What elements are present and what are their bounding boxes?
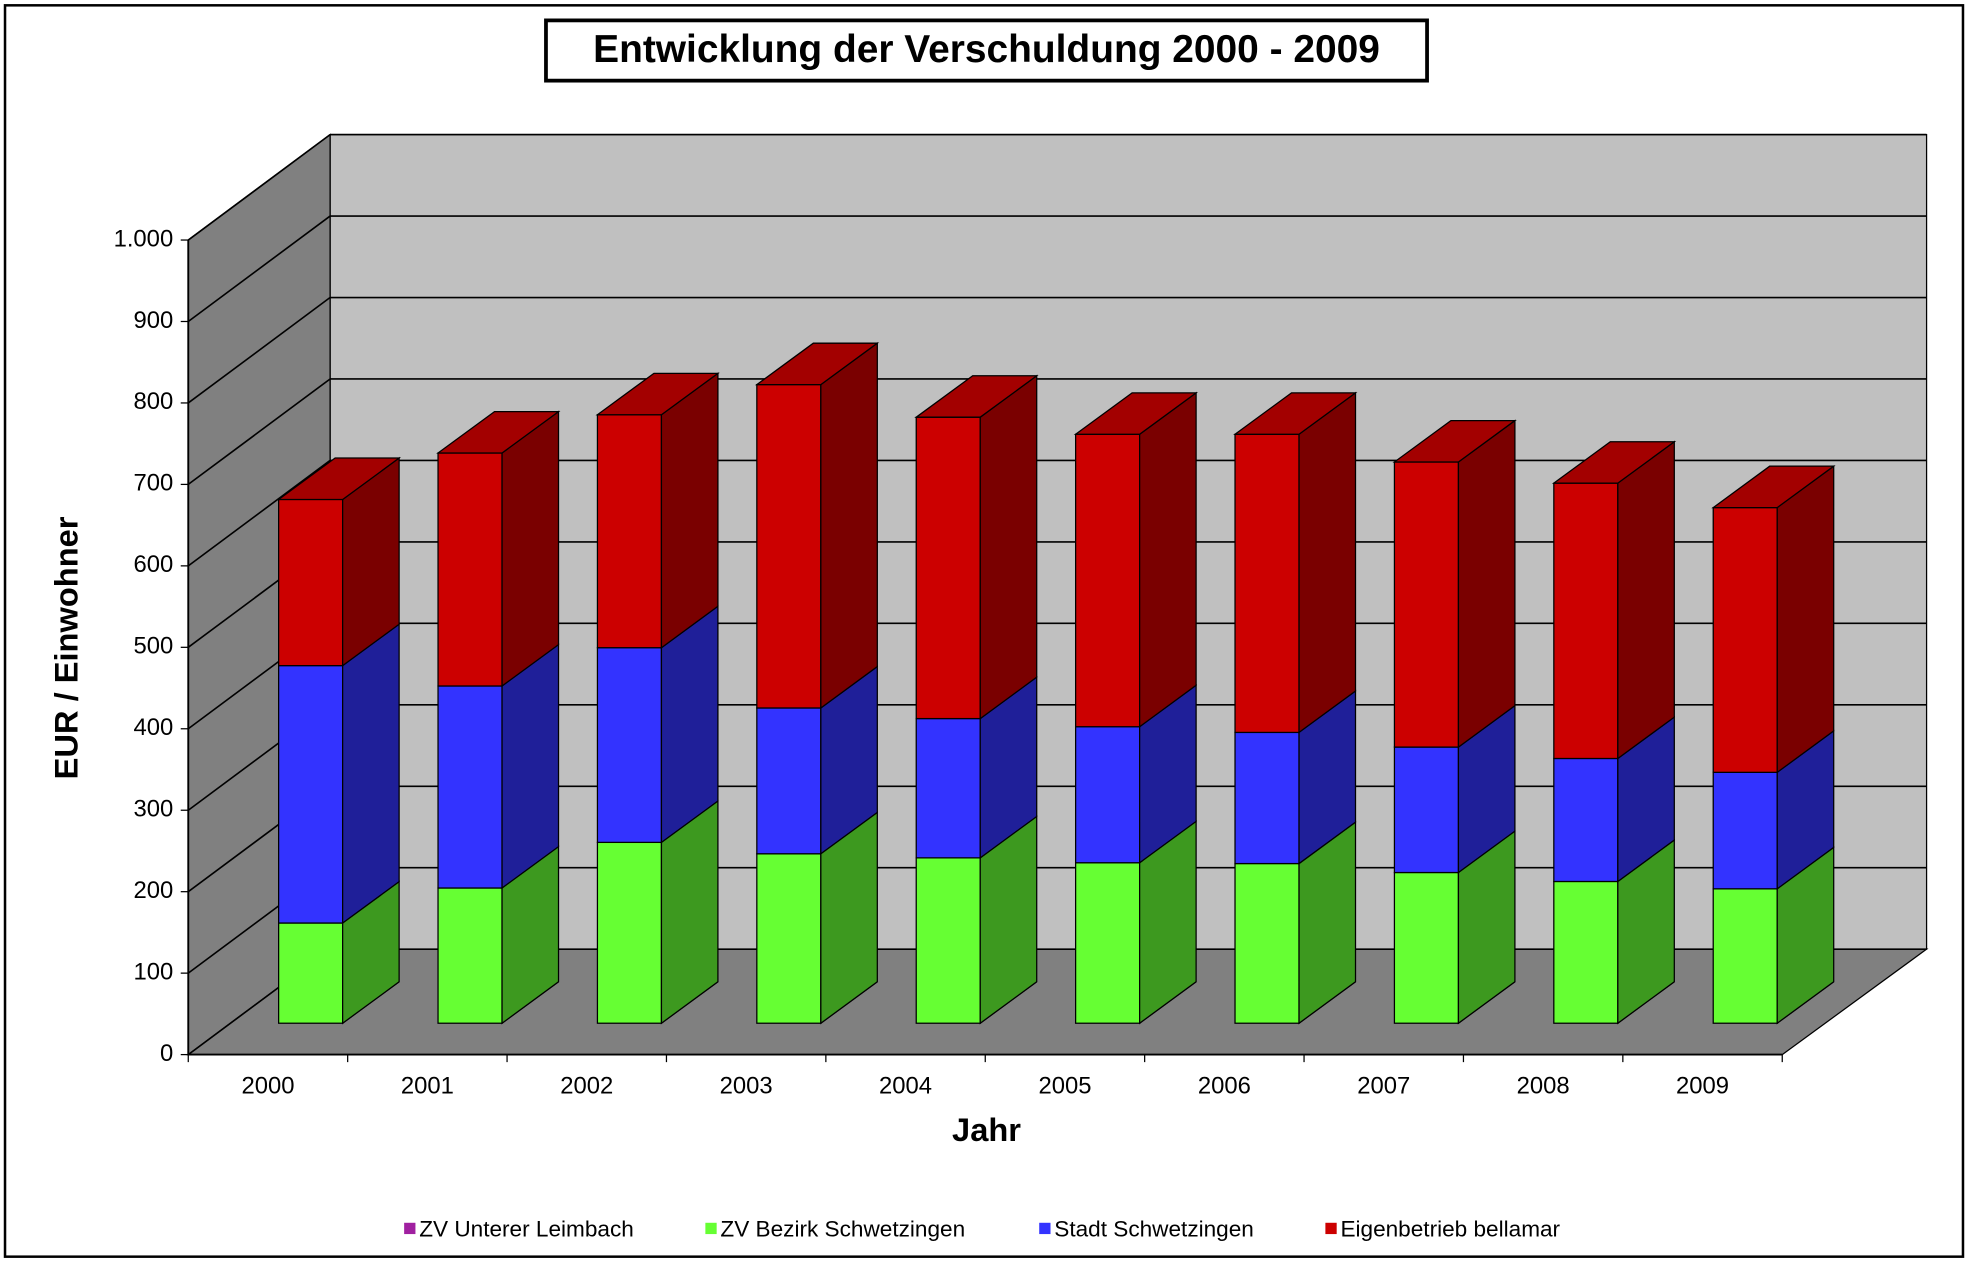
bar-segment	[278, 922, 344, 1024]
bar-top	[276, 457, 402, 501]
bar-segment	[1074, 862, 1141, 1024]
bar-segment	[1393, 746, 1460, 874]
y-tick-label: 500	[133, 633, 173, 660]
bar-segment	[915, 416, 981, 720]
grid-line	[187, 133, 331, 241]
y-tick-label: 300	[133, 796, 173, 823]
y-tick-label: 600	[133, 551, 173, 578]
bar-side	[342, 622, 400, 925]
title-box	[544, 18, 1429, 83]
bar-top	[754, 342, 880, 386]
bar-segment	[756, 383, 822, 709]
bar-segment	[1553, 482, 1619, 760]
bar-top	[436, 410, 561, 454]
bar-side	[979, 374, 1038, 720]
x-tick-label: 2006	[1198, 1073, 1251, 1100]
bar-segment	[596, 647, 663, 844]
bar-segment	[1234, 731, 1300, 865]
y-tick-label: 200	[133, 877, 173, 904]
x-axis-label: Jahr	[952, 1111, 1021, 1148]
bar-segment	[1712, 506, 1778, 773]
legend-swatch	[1325, 1222, 1337, 1235]
x-tick-label: 2001	[401, 1073, 454, 1100]
legend-swatch	[404, 1222, 416, 1235]
bar-segment	[915, 717, 981, 859]
x-tick-label: 2003	[720, 1073, 773, 1100]
grid-line	[187, 215, 331, 323]
bar-top	[595, 372, 720, 416]
x-tick-label: 2008	[1517, 1073, 1570, 1100]
y-tick-label: 400	[133, 714, 173, 741]
bar-top	[914, 375, 1039, 418]
legend-swatch	[1039, 1222, 1051, 1235]
bar-segment	[915, 857, 981, 1024]
bar-side	[1139, 391, 1197, 728]
legend-label: ZV Unterer Leimbach	[419, 1216, 634, 1241]
y-tick-label: 100	[133, 958, 173, 985]
bar-side	[501, 410, 560, 688]
bar-segment	[278, 498, 344, 667]
x-tick-label: 2002	[560, 1073, 613, 1100]
bar-side	[1298, 391, 1357, 734]
plot-area: 0 100 200 300 400 500 600 700 800 900 1.000 2000 200…	[114, 133, 1929, 1100]
bar-side	[1617, 440, 1675, 760]
y-tick-label: 700	[133, 470, 173, 497]
bar-segment	[1234, 433, 1300, 734]
bar-top	[1073, 392, 1199, 435]
bar-segment	[1553, 880, 1619, 1024]
x-tick-label: 2000	[241, 1073, 294, 1100]
bar-segment	[1553, 757, 1619, 883]
bar-segment	[278, 664, 344, 924]
bar-segment	[756, 853, 822, 1024]
bar-segment	[437, 452, 503, 687]
x-tick-label: 2005	[1038, 1073, 1091, 1100]
y-tick-label: 900	[133, 307, 173, 334]
y-axis-label: EUR / Einwohner	[48, 516, 85, 779]
bar-segment	[596, 414, 663, 649]
bar-side	[1776, 464, 1835, 774]
bar-segment	[756, 707, 822, 855]
x-tick-label: 2004	[879, 1073, 932, 1100]
chart-title: Entwicklung der Verschuldung 2000 - 2009	[593, 28, 1380, 71]
bar-segment	[596, 841, 663, 1024]
grid-line	[187, 296, 331, 404]
legend-label: Eigenbetrieb bellamar	[1340, 1216, 1560, 1241]
legend-swatch	[705, 1222, 717, 1235]
bar-top	[1551, 441, 1677, 484]
grid-line	[187, 459, 331, 567]
bar-segment	[1712, 771, 1778, 890]
bar-side	[820, 341, 878, 710]
bar-segment	[1393, 871, 1460, 1024]
y-tick-label: 800	[133, 388, 173, 415]
bar-side	[660, 372, 719, 649]
bar-segment	[1074, 433, 1141, 728]
legend-label: ZV Bezirk Schwetzingen	[720, 1216, 965, 1241]
bar-top	[1392, 419, 1517, 463]
bar-side	[1457, 419, 1516, 749]
y-tick-label: 1.000	[114, 225, 174, 252]
bar-segment	[1074, 726, 1141, 864]
bar-segment	[437, 887, 503, 1024]
x-tick-label: 2007	[1357, 1073, 1410, 1100]
x-tick-label: 2009	[1676, 1073, 1729, 1100]
bar-top	[1711, 465, 1836, 509]
bar-segment	[1393, 461, 1460, 748]
bar-segment	[1234, 862, 1300, 1024]
grid-line	[187, 378, 331, 486]
y-tick-label: 0	[160, 1040, 173, 1067]
bar-side	[501, 643, 560, 890]
legend-label: Stadt Schwetzingen	[1054, 1216, 1254, 1241]
bar-top	[1233, 392, 1358, 435]
bar-segment	[437, 685, 503, 889]
bar-segment	[1712, 888, 1778, 1024]
